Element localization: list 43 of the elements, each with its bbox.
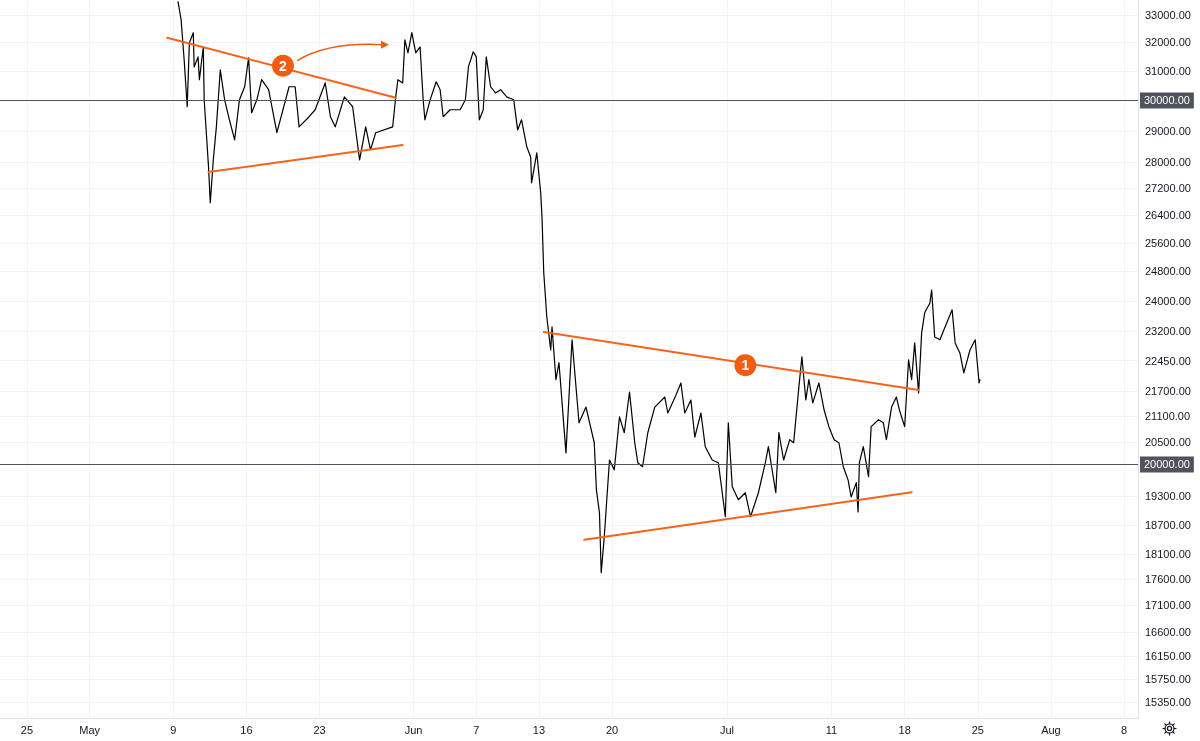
- y-tick-label: 16150.00: [1145, 650, 1191, 663]
- x-tick-label: 7: [473, 723, 480, 736]
- y-tick-label: 32000.00: [1145, 36, 1191, 49]
- x-tick-label: 9: [170, 723, 177, 736]
- y-tick-label: 25600.00: [1145, 236, 1191, 249]
- annotation: 2: [279, 57, 288, 74]
- y-tick-label: 24000.00: [1145, 294, 1191, 307]
- x-tick-label: 25: [20, 723, 34, 736]
- y-tick-label: 15350.00: [1145, 696, 1191, 709]
- x-tick-label: 23: [313, 723, 326, 736]
- x-tick-label: Jul: [720, 723, 735, 736]
- ref-line-label: 30000.00: [1144, 94, 1190, 107]
- y-tick-label: 27200.00: [1145, 182, 1191, 195]
- x-tick-label: 20: [605, 723, 619, 736]
- y-tick-label: 24800.00: [1145, 265, 1191, 278]
- x-tick-label: Aug: [1041, 723, 1061, 736]
- y-tick-label: 28000.00: [1145, 156, 1191, 169]
- x-tick-label: 11: [825, 723, 838, 736]
- y-tick-label: 17600.00: [1145, 573, 1191, 586]
- y-tick-label: 22450.00: [1145, 354, 1191, 367]
- x-tick-label: 18: [898, 723, 911, 736]
- y-tick-label: 19300.00: [1145, 490, 1191, 503]
- y-tick-label: 18700.00: [1145, 518, 1191, 531]
- y-tick-label: 26400.00: [1145, 209, 1191, 222]
- y-tick-label: 29000.00: [1145, 124, 1191, 137]
- x-tick-label: 25: [971, 723, 984, 736]
- x-tick-label: 16: [240, 723, 253, 736]
- y-tick-label: 15750.00: [1145, 672, 1191, 685]
- y-tick-label: 21100.00: [1145, 410, 1191, 423]
- y-tick-label: 33000.00: [1145, 8, 1191, 21]
- y-tick-label: 18100.00: [1145, 548, 1191, 561]
- x-tick-label: 13: [532, 723, 546, 736]
- ref-line-label: 20000.00: [1144, 458, 1190, 471]
- y-tick-label: 16600.00: [1145, 625, 1191, 638]
- y-tick-label: 17100.00: [1145, 599, 1191, 612]
- y-tick-label: 21700.00: [1145, 385, 1191, 398]
- x-tick-label: 8: [1121, 723, 1128, 736]
- x-tick-label: Jun: [404, 723, 423, 736]
- x-tick-label: May: [79, 723, 101, 736]
- y-tick-label: 20500.00: [1145, 436, 1191, 449]
- annotation: 1: [741, 357, 750, 374]
- y-tick-label: 31000.00: [1145, 64, 1191, 77]
- y-tick-label: 23200.00: [1145, 325, 1191, 338]
